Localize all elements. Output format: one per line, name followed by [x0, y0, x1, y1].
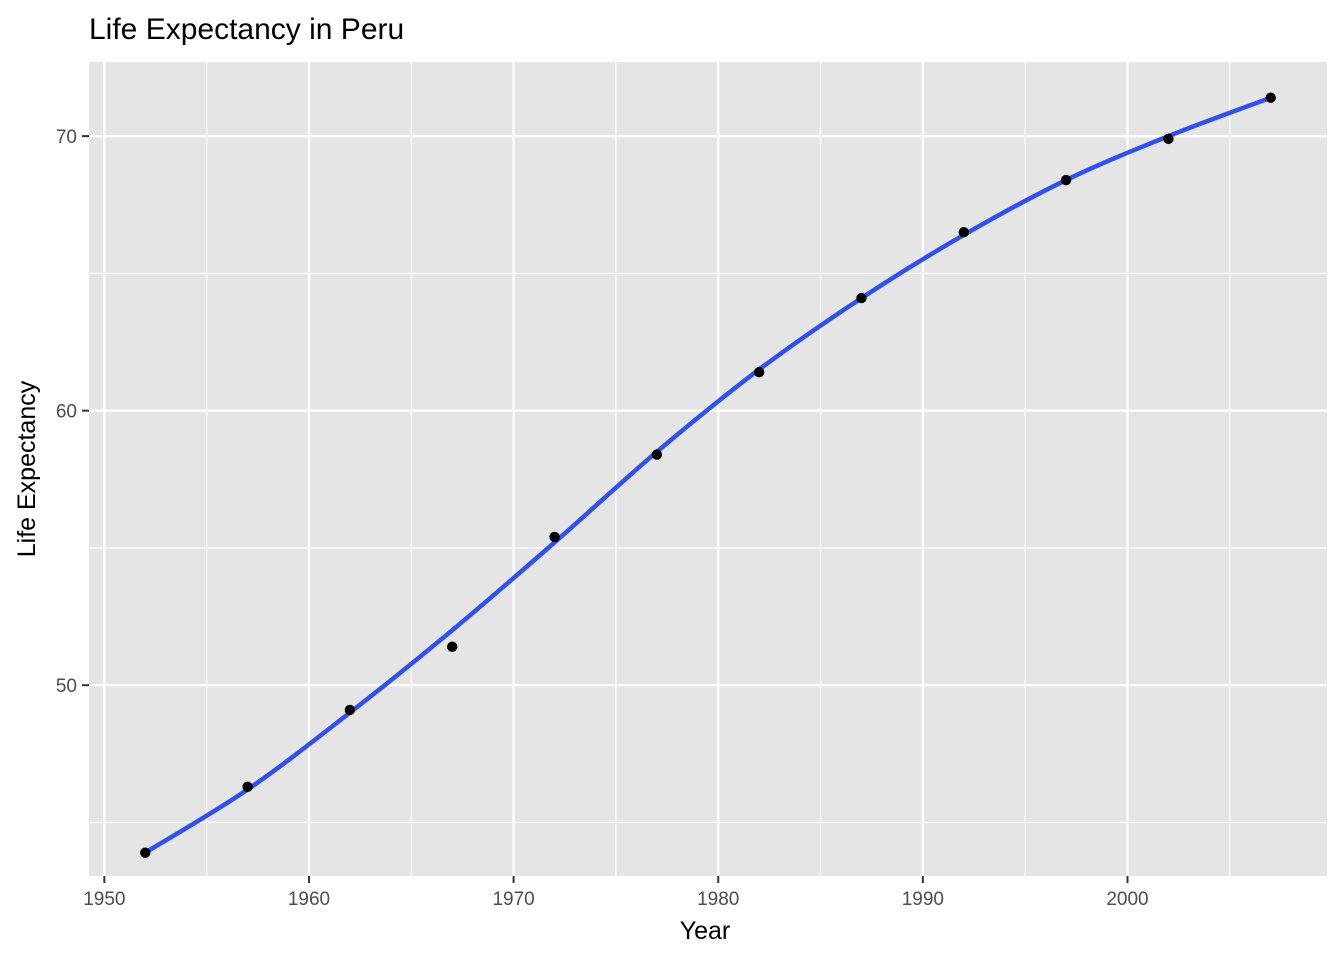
data-point	[856, 292, 867, 304]
data-point	[344, 704, 356, 716]
y-tick-label: 50	[56, 676, 77, 697]
y-axis: 50 60 70	[56, 127, 89, 697]
data-point	[1265, 92, 1276, 103]
data-point	[549, 531, 560, 543]
x-tick-label: 1980	[697, 889, 739, 910]
x-tick-label: 1970	[492, 889, 534, 910]
data-point	[242, 781, 253, 792]
x-tick-label: 1990	[902, 889, 944, 910]
data-point	[651, 449, 663, 460]
y-tick-label: 70	[56, 127, 77, 148]
x-axis: 1950 1960 1970 1980 1990 2000	[83, 876, 1149, 910]
plot-panel	[89, 62, 1327, 876]
y-tick-label: 60	[56, 402, 77, 423]
data-points-layer	[140, 92, 1276, 858]
x-tick-label: 2000	[1106, 889, 1148, 910]
y-axis-title: Life Expectancy	[13, 380, 41, 557]
data-point	[958, 227, 969, 238]
data-point	[1060, 174, 1072, 186]
x-tick-label: 1960	[288, 889, 330, 910]
data-point	[447, 641, 458, 652]
data-point	[140, 847, 151, 858]
x-tick-label: 1950	[83, 889, 125, 910]
chart-title: Life Expectancy in Peru	[89, 13, 404, 46]
data-point	[753, 367, 765, 378]
x-axis-title: Year	[680, 917, 731, 945]
minor-gridlines	[89, 62, 1327, 876]
data-point	[1163, 133, 1174, 145]
